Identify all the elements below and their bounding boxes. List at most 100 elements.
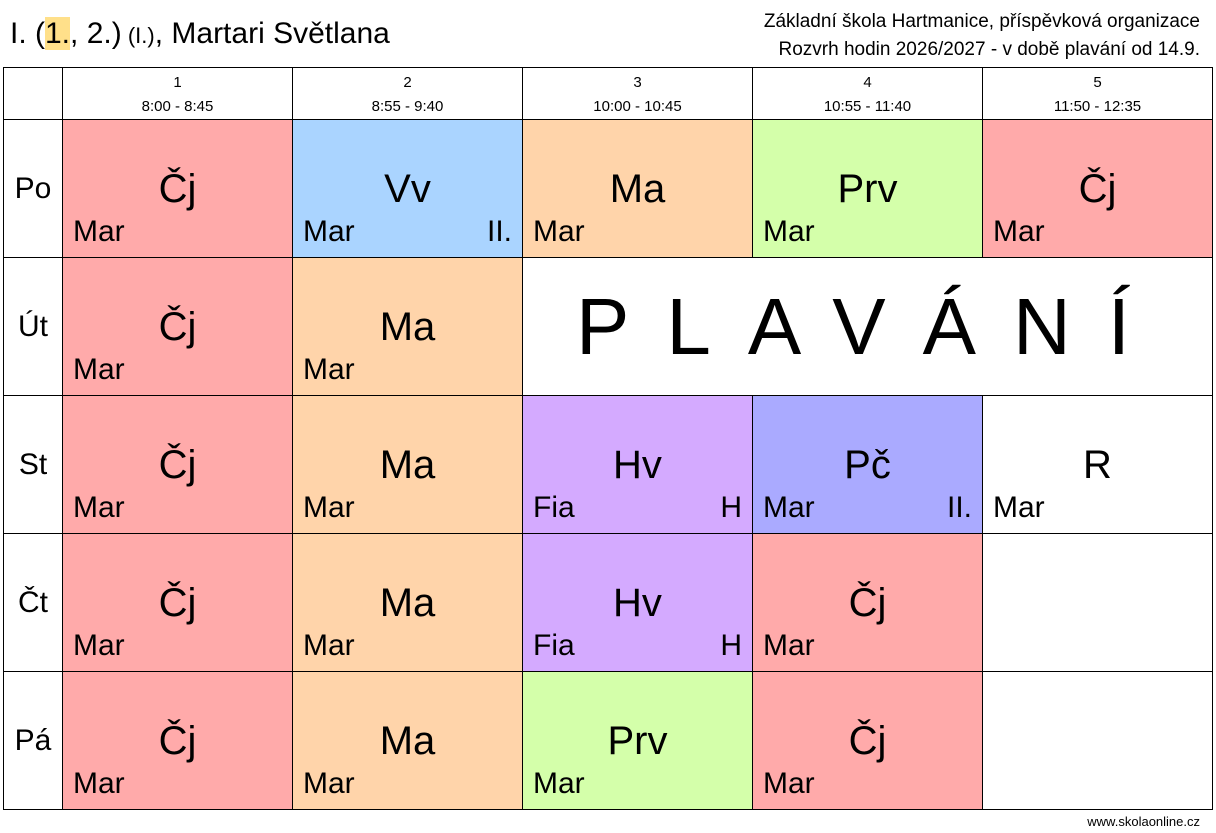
lesson-cell[interactable]: Prv Mar [522,671,753,810]
lesson-subject: Čj [158,443,197,487]
lesson-teacher: Mar [763,491,815,524]
period-number: 3 [633,73,642,91]
lesson-cell[interactable]: Ma Mar [292,671,523,810]
period-number: 4 [863,73,872,91]
lesson-subject: Hv [613,581,662,625]
lesson-cell[interactable]: R Mar [982,395,1213,534]
period-header-1: 1 8:00 - 8:45 [62,67,293,120]
lesson-cell[interactable]: Čj Mar [62,671,293,810]
day-label: St [3,395,63,534]
lesson-subject: Čj [158,581,197,625]
lesson-subject: Prv [837,167,898,211]
lesson-subject: Čj [158,305,197,349]
period-number: 2 [403,73,412,91]
lesson-cell[interactable] [982,533,1213,672]
lesson-cell[interactable]: Čj Mar [62,257,293,396]
lesson-teacher: Mar [993,491,1045,524]
period-time: 8:00 - 8:45 [141,97,214,115]
period-header-row: 1 8:00 - 8:45 2 8:55 - 9:40 3 10:00 - 10:45 4 1… [3,67,1213,120]
lesson-teacher: Fia [533,629,575,662]
lesson-room: H [720,491,742,524]
lesson-subject: Ma [379,305,436,349]
lesson-teacher: Mar [303,767,355,800]
lesson-subject: Čj [158,719,197,763]
school-header: Základní škola Hartmanice, příspěvková o… [764,8,1200,64]
day-label: Čt [3,533,63,672]
footer-site[interactable]: www.skolaonline.cz [1087,814,1200,829]
lesson-subject: Čj [848,719,887,763]
lesson-subject: Ma [609,167,666,211]
lesson-teacher: Mar [303,491,355,524]
day-row: Čt Čj Mar Ma Mar Hv Fia H Čj Mar [3,533,1213,672]
lesson-teacher: Fia [533,491,575,524]
period-header-3: 3 10:00 - 10:45 [522,67,753,120]
day-label: Pá [3,671,63,810]
swimming-label: PLAVÁNÍ [576,282,1167,371]
timetable: 1 8:00 - 8:45 2 8:55 - 9:40 3 10:00 - 10:45 4 1… [3,67,1213,810]
period-header-5: 5 11:50 - 12:35 [982,67,1213,120]
period-time: 8:55 - 9:40 [371,97,444,115]
lesson-cell[interactable]: Čj Mar [62,119,293,258]
day-row: Út Čj Mar Ma Mar PLAVÁNÍ [3,257,1213,396]
lesson-teacher: Mar [73,215,125,248]
lesson-teacher: Mar [303,629,355,662]
lesson-teacher: Mar [73,353,125,386]
lesson-teacher: Mar [763,215,815,248]
lesson-teacher: Mar [73,629,125,662]
lesson-teacher: Mar [303,353,355,386]
lesson-subject: Ma [379,719,436,763]
period-time: 10:55 - 11:40 [823,97,912,115]
period-time: 10:00 - 10:45 [593,97,682,115]
period-number: 5 [1093,73,1102,91]
day-row: Po Čj Mar Vv Mar II. Ma Mar Prv Mar Čj Mar [3,119,1213,258]
lesson-room: II. [946,491,972,524]
lesson-cell[interactable]: Čj Mar [62,533,293,672]
lesson-cell[interactable]: Pč Mar II. [752,395,983,534]
lesson-teacher: Mar [533,767,585,800]
lesson-subject: Čj [158,167,197,211]
lesson-cell[interactable] [982,671,1213,810]
period-header-2: 2 8:55 - 9:40 [292,67,523,120]
swimming-block: PLAVÁNÍ [522,257,1213,396]
lesson-subject: Prv [607,719,668,763]
lesson-teacher: Mar [303,215,355,248]
lesson-room: II. [486,215,512,248]
lesson-teacher: Mar [763,767,815,800]
class-title: I. (1., 2.) (I.), Martari Světlana [10,16,390,54]
lesson-cell[interactable]: Čj Mar [752,533,983,672]
lesson-teacher: Mar [533,215,585,248]
teacher-name: , Martari Světlana [154,17,390,50]
lesson-cell[interactable]: Čj Mar [752,671,983,810]
day-label: Po [3,119,63,258]
lesson-cell[interactable]: Ma Mar [292,533,523,672]
lesson-subject: Ma [379,443,436,487]
lesson-subject: Ma [379,581,436,625]
lesson-cell[interactable]: Prv Mar [752,119,983,258]
schedule-title: Rozvrh hodin 2026/2027 - v době plavání … [778,39,1200,60]
lesson-subject: Pč [844,443,891,487]
period-time: 11:50 - 12:35 [1053,97,1142,115]
lesson-cell[interactable]: Ma Mar [292,257,523,396]
lesson-room: H [720,629,742,662]
day-label: Út [3,257,63,396]
class-prefix: I. ( [10,17,45,50]
lesson-cell[interactable]: Hv Fia H [522,533,753,672]
lesson-cell[interactable]: Vv Mar II. [292,119,523,258]
class-small: (I.) [121,23,155,48]
lesson-cell[interactable]: Ma Mar [522,119,753,258]
lesson-subject: Vv [384,167,431,211]
day-row: Pá Čj Mar Ma Mar Prv Mar Čj Mar [3,671,1213,810]
lesson-subject: R [1083,443,1112,487]
school-name: Základní škola Hartmanice, příspěvková o… [763,11,1200,32]
lesson-cell[interactable]: Čj Mar [982,119,1213,258]
lesson-teacher: Mar [73,767,125,800]
lesson-cell[interactable]: Čj Mar [62,395,293,534]
grade-rest: , 2.) [70,17,122,50]
lesson-cell[interactable]: Hv Fia H [522,395,753,534]
grade-highlight: 1. [45,17,71,50]
lesson-teacher: Mar [993,215,1045,248]
period-header-4: 4 10:55 - 11:40 [752,67,983,120]
lesson-subject: Hv [613,443,662,487]
lesson-cell[interactable]: Ma Mar [292,395,523,534]
lesson-subject: Čj [848,581,887,625]
